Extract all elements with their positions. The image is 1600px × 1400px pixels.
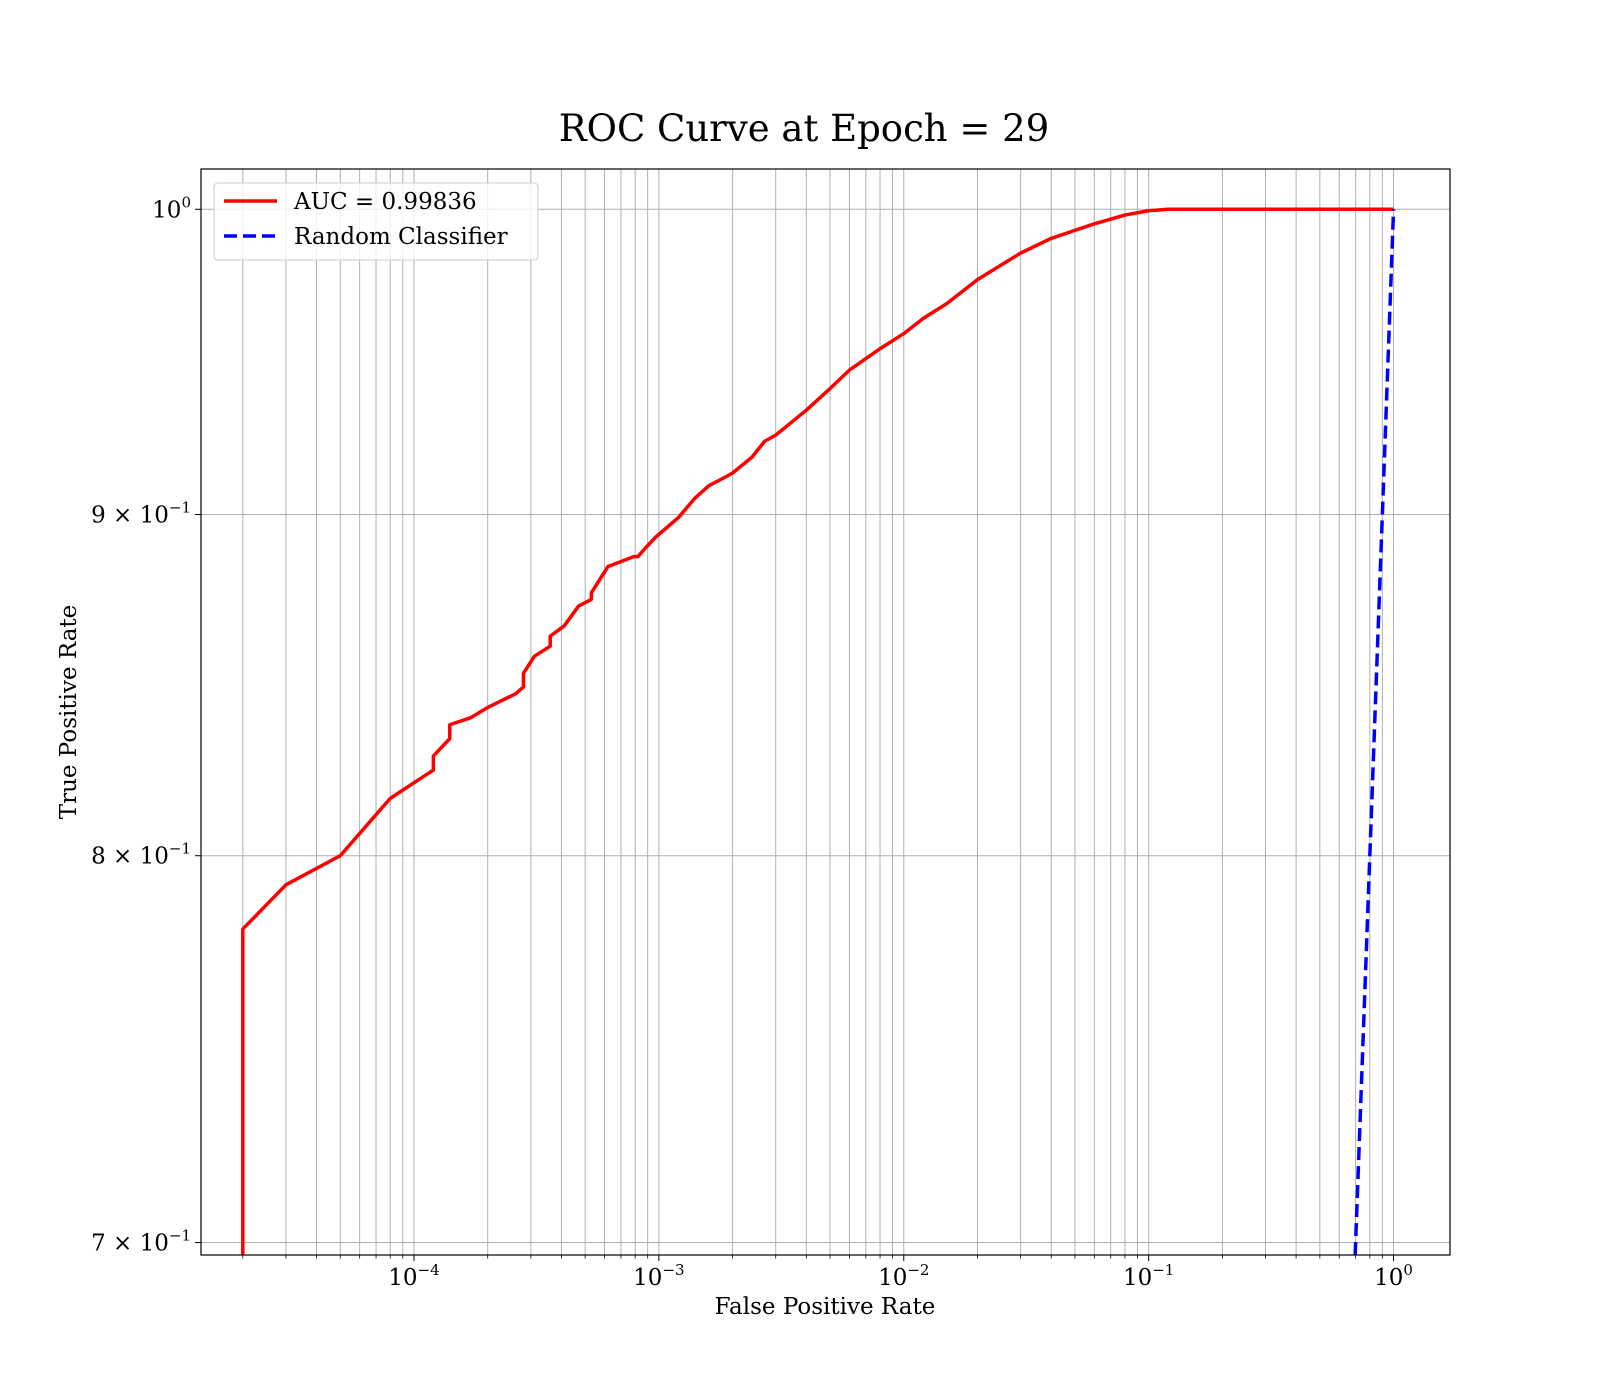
y-tick-label: 9 × 10−1 — [91, 499, 191, 529]
chart-title: ROC Curve at Epoch = 29 — [559, 107, 1049, 150]
x-tick-label: 10−1 — [1123, 1261, 1174, 1291]
grid — [201, 169, 1450, 1255]
random-classifier-line — [1353, 209, 1396, 1255]
legend-label-auc: AUC = 0.99836 — [293, 189, 477, 215]
ticks: 10−4 10−3 10−2 10−1 100 100 9 × 10−1 8 × 10−1 7 … — [91, 193, 1413, 1291]
x-tick-label: 100 — [1374, 1261, 1413, 1291]
legend-label-random: Random Classifier — [294, 224, 508, 250]
x-tick-label: 10−4 — [388, 1261, 439, 1291]
x-tick-label: 10−3 — [633, 1261, 684, 1291]
plot-frame — [200, 168, 1451, 1256]
roc-curve-line — [241, 207, 1394, 1255]
y-axis-label: True Positive Rate — [56, 605, 82, 820]
series-layer — [241, 207, 1396, 1255]
y-tick-label: 8 × 10−1 — [91, 840, 191, 870]
legend-box — [213, 182, 539, 261]
x-tick-label: 10−2 — [878, 1261, 929, 1291]
y-tick-label: 7 × 10−1 — [91, 1227, 191, 1257]
legend: AUC = 0.99836 Random Classifier — [213, 182, 539, 261]
y-tick-label: 100 — [152, 193, 191, 223]
x-axis-label: False Positive Rate — [715, 1294, 936, 1320]
